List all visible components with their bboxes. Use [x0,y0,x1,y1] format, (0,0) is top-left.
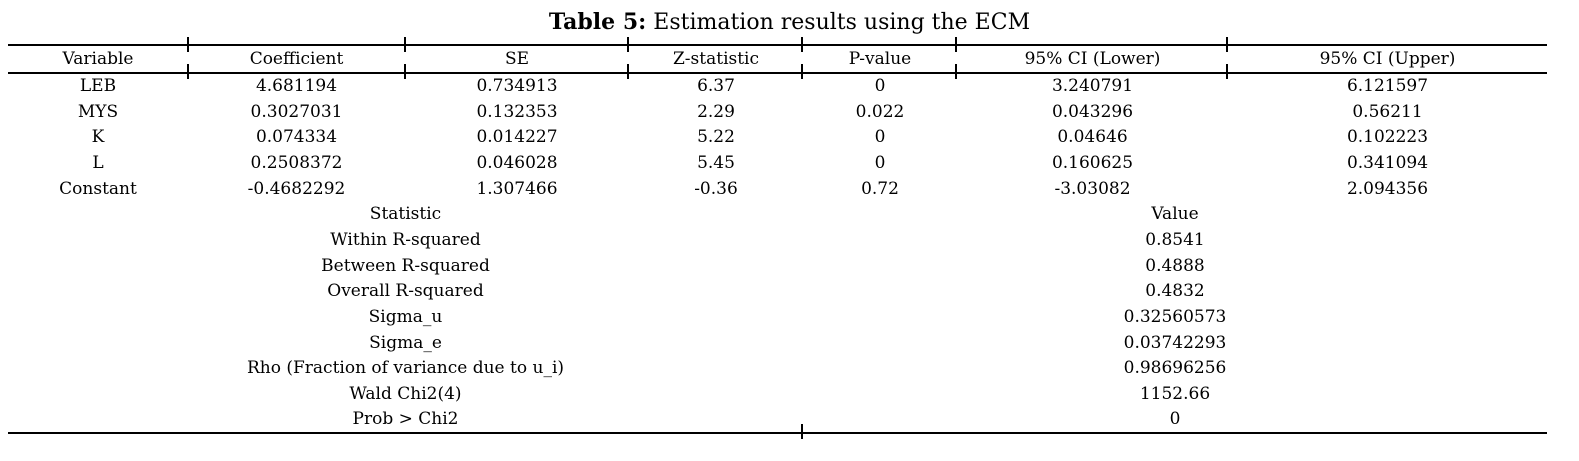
stat-value: 1152.66 [1139,384,1211,405]
table-cell: -0.4682292 [247,178,346,199]
table-cell: 0.72 [861,178,899,199]
table-cell: MYS [77,101,119,122]
table-row-leb: LEB 4.681194 0.734913 6.37 0 3.240791 6.… [8,73,1547,99]
stat-value: 0 [803,406,1547,434]
table-cell: 0.3027031 [250,101,343,122]
table-cell: 4.681194 [255,76,338,97]
column-tick [955,64,957,79]
table-cell: LEB [79,76,117,97]
stat-label: Sigma_u [368,307,443,328]
column-header-z-statistic: Z-statistic [629,44,803,74]
table-cell: Constant [59,178,137,199]
stats-row-sigma-e: Sigma_e 0.03742293 [8,330,1547,356]
stats-header-label: Statistic [369,204,442,225]
column-tick [627,64,629,79]
table-cell: 2.094356 [1346,178,1429,199]
stat-value: 0.03742293 [1123,332,1227,353]
table-cell: 0.102223 [1346,127,1429,148]
stats-header-value: Value [1151,204,1199,225]
table-title-text: Estimation results using the ECM [653,10,1031,35]
stat-value: 0.98696256 [1123,358,1227,379]
table-row-k: K 0.074334 0.014227 5.22 0 0.04646 0.102… [8,124,1547,150]
column-header-variable: Variable [8,44,188,74]
table-cell: L [92,152,104,173]
stat-value: 0.8541 [1145,229,1205,250]
stats-row-wald-chi2: Wald Chi2(4) 1152.66 [8,381,1547,407]
table-cell: 5.45 [697,152,735,173]
table-cell: 5.22 [697,127,735,148]
header-row: Variable Coefficient SE Z-statistic P-va… [8,44,1547,74]
estimation-results-table: Variable Coefficient SE Z-statistic P-va… [8,44,1547,434]
table-cell: 0.074334 [255,127,338,148]
stat-label: Sigma_e [369,332,442,353]
stat-value: 0.32560573 [1123,307,1227,328]
table-cell: 0 [874,76,886,97]
table-cell: 0.2508372 [250,152,343,173]
table-cell: 0.160625 [1051,152,1134,173]
column-tick [1226,64,1228,79]
stats-header-row: Statistic Value [8,201,1547,227]
column-header-se: SE [405,44,629,74]
table-cell: 0 [874,127,886,148]
table-cell: 6.37 [697,76,735,97]
table-cell: 0.132353 [476,101,558,122]
table-cell: K [91,127,105,148]
table-cell: -0.36 [694,178,738,199]
column-tick [801,424,803,439]
stat-label: Overall R-squared [327,281,484,302]
table-cell: 0.046028 [476,152,558,173]
column-header-coefficient: Coefficient [188,44,405,74]
stat-value: 0.4832 [1145,281,1205,302]
table-title-number: Table 5: [548,9,647,35]
stat-label: Prob > Chi2 [8,406,803,434]
column-tick [801,37,803,52]
table-row-l: L 0.2508372 0.046028 5.45 0 0.160625 0.3… [8,150,1547,176]
table-row-constant: Constant -0.4682292 1.307466 -0.36 0.72 … [8,176,1547,202]
table-cell: 0.341094 [1346,152,1429,173]
table-cell: 3.240791 [1051,76,1134,97]
table-cell: 0.734913 [476,76,558,97]
table-cell: 0.022 [855,101,905,122]
column-tick [1226,37,1228,52]
table-cell: 1.307466 [476,178,558,199]
stats-row-sigma-u: Sigma_u 0.32560573 [8,304,1547,330]
column-tick [187,64,189,79]
stat-label: Between R-squared [321,255,490,276]
table-cell: 2.29 [697,101,735,122]
stats-row-rho: Rho (Fraction of variance due to u_i) 0.… [8,356,1547,382]
stats-row-between-r-squared: Between R-squared 0.4888 [8,253,1547,279]
column-tick [404,37,406,52]
stat-label: Wald Chi2(4) [349,384,462,405]
stats-row-prob-chi2: Prob > Chi2 0 [8,406,1547,434]
stat-label: Rho (Fraction of variance due to u_i) [246,358,565,379]
table-cell: 0.04646 [1057,127,1128,148]
column-tick [627,37,629,52]
table-cell: -3.03082 [1054,178,1131,199]
column-header-ci-upper: 95% CI (Upper) [1228,44,1547,74]
column-tick [404,64,406,79]
table-cell: 0.014227 [476,127,558,148]
stats-row-overall-r-squared: Overall R-squared 0.4832 [8,279,1547,305]
column-tick [187,37,189,52]
stat-value: 0.4888 [1145,255,1205,276]
table-cell: 0.043296 [1051,101,1134,122]
column-header-ci-lower: 95% CI (Lower) [957,44,1228,74]
table-cell: 6.121597 [1346,76,1429,97]
stat-label: Within R-squared [330,229,481,250]
column-tick [955,37,957,52]
column-header-p-value: P-value [803,44,957,74]
column-tick [801,64,803,79]
table-cell: 0.56211 [1352,101,1423,122]
table-cell: 0 [874,152,886,173]
stats-row-within-r-squared: Within R-squared 0.8541 [8,227,1547,253]
table-title: Table 5: Estimation results using the ECM [0,7,1579,38]
table-row-mys: MYS 0.3027031 0.132353 2.29 0.022 0.0432… [8,99,1547,125]
